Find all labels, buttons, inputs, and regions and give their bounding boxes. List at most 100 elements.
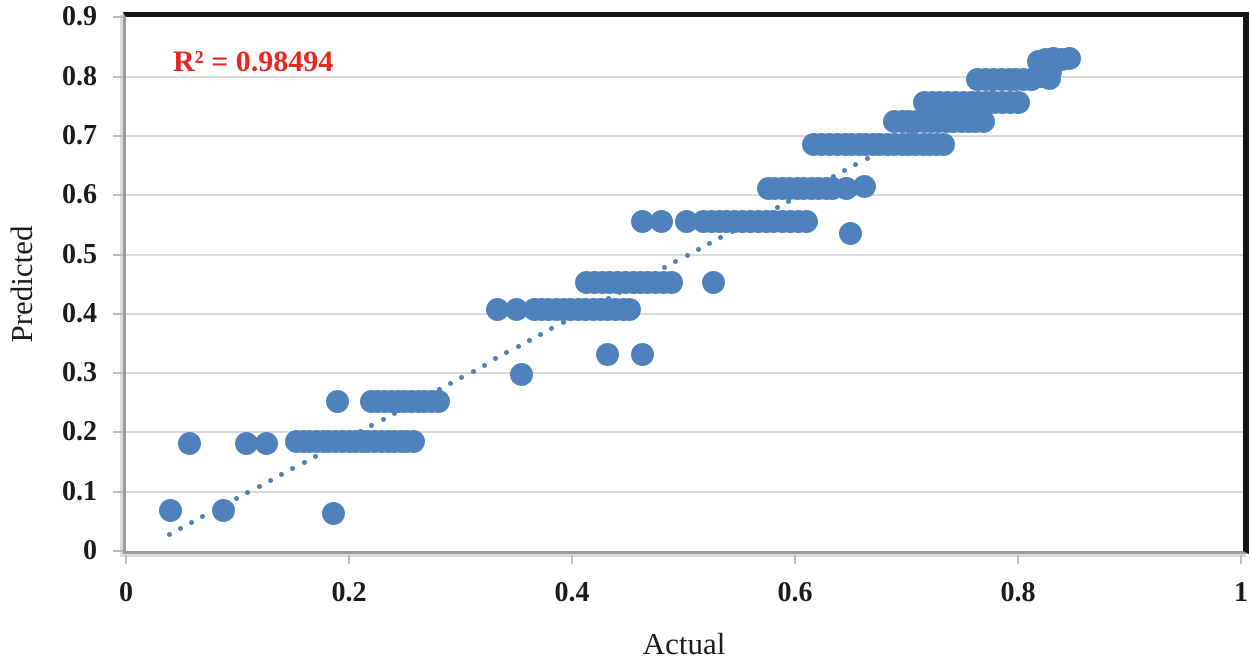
trendline-dot [189, 520, 195, 526]
trendline-dot [222, 502, 228, 508]
data-point [931, 132, 955, 156]
trendline-dot [583, 307, 589, 313]
trendline-dot [301, 459, 307, 465]
trendline-dot [763, 210, 769, 216]
y-tick-label: 0.9 [62, 1, 97, 33]
gridline [126, 75, 1243, 78]
x-tick [348, 555, 350, 564]
gridline [126, 312, 1243, 315]
gridline [126, 490, 1243, 493]
trendline-dot [549, 326, 555, 332]
trendline-dot [707, 241, 713, 247]
trendline-dot [538, 332, 544, 338]
trendline-dot [414, 398, 420, 404]
x-tick-label: 0 [119, 577, 133, 608]
trendline-dot [200, 514, 206, 520]
y-tick-label: 0.7 [62, 119, 97, 151]
trendline-dot [245, 489, 251, 495]
data-point [702, 271, 726, 295]
trendline-dot [1011, 77, 1017, 83]
data-point [630, 209, 654, 233]
y-axis-title: Predicted [4, 225, 39, 343]
trendline-dot [785, 198, 791, 204]
trendline-dot [684, 253, 690, 259]
trendline-dot [1056, 53, 1062, 59]
trendline-dot [481, 362, 487, 368]
y-tick [113, 490, 123, 493]
trendline-dot [571, 314, 577, 319]
gridline [126, 372, 1243, 375]
x-tick [794, 555, 796, 564]
trendline-dot [752, 216, 758, 222]
x-tick-label: 1 [1234, 577, 1248, 608]
x-tick-label: 0.8 [1000, 577, 1036, 608]
y-tick-label: 0 [83, 535, 97, 566]
trendline-dot [616, 289, 622, 295]
x-tick [1017, 555, 1019, 564]
y-tick [113, 253, 123, 256]
data-point [178, 431, 202, 455]
data-point [852, 175, 876, 199]
trendline-dot [526, 338, 532, 344]
trendline-dot [966, 101, 972, 107]
y-tick-label: 0.8 [62, 60, 97, 92]
trendline-dot [346, 435, 352, 441]
trendline-dot [628, 283, 634, 289]
y-tick-label: 0.3 [62, 357, 97, 389]
trendline-dot [256, 483, 262, 489]
trendline-dot [290, 465, 296, 471]
y-tick-label: 0.4 [62, 297, 97, 329]
y-tick [113, 194, 123, 197]
x-axis-title: Actual [642, 626, 726, 661]
trendline-dot [1033, 65, 1039, 71]
trendline-dot [909, 131, 915, 137]
gridline [126, 194, 1243, 197]
trendline-dot [357, 429, 363, 435]
y-tick [113, 550, 123, 552]
trendline-dot [267, 477, 273, 483]
trendline-dot [954, 107, 960, 113]
trendline-dot [808, 186, 814, 192]
x-tick-label: 0.6 [777, 577, 813, 608]
trendline-dot [1067, 47, 1073, 53]
y-tick [113, 431, 123, 434]
y-tick [113, 16, 123, 19]
trendline-dot [279, 471, 285, 477]
trendline-dot [211, 508, 217, 514]
trendline-dot [335, 441, 341, 447]
trendline-dot [830, 174, 836, 180]
plot-area [123, 12, 1249, 554]
data-point [839, 221, 863, 245]
data-point [649, 209, 673, 233]
y-tick-label: 0.5 [62, 238, 97, 270]
trendline-dot [504, 350, 510, 356]
trendline-dot [515, 344, 521, 350]
data-point [504, 298, 528, 322]
trendline-dot [718, 235, 724, 241]
data-point [402, 429, 426, 453]
data-point [618, 298, 642, 322]
trendline-dot [380, 417, 386, 423]
trendline-dot [605, 295, 611, 301]
data-point [630, 342, 654, 366]
trendline-dot [662, 265, 668, 271]
data-point [254, 431, 278, 455]
gridline [126, 253, 1243, 256]
trendline-dot [493, 356, 499, 362]
y-tick-label: 0.6 [62, 179, 97, 211]
trendline-dot [797, 192, 803, 198]
trendline-dot [977, 95, 983, 101]
y-tick [113, 312, 123, 315]
trendline-dot [650, 271, 656, 277]
trendline-dot [234, 496, 240, 502]
y-tick-label: 0.1 [62, 475, 97, 507]
x-tick [1240, 555, 1242, 564]
y-tick-label: 0.2 [62, 416, 97, 448]
trendline-dot [425, 392, 431, 398]
trendline-dot [774, 204, 780, 210]
trendline-dot [887, 144, 893, 150]
trendline-dot [470, 368, 476, 374]
trendline-dot [819, 180, 825, 186]
trendline-dot [1044, 59, 1050, 65]
